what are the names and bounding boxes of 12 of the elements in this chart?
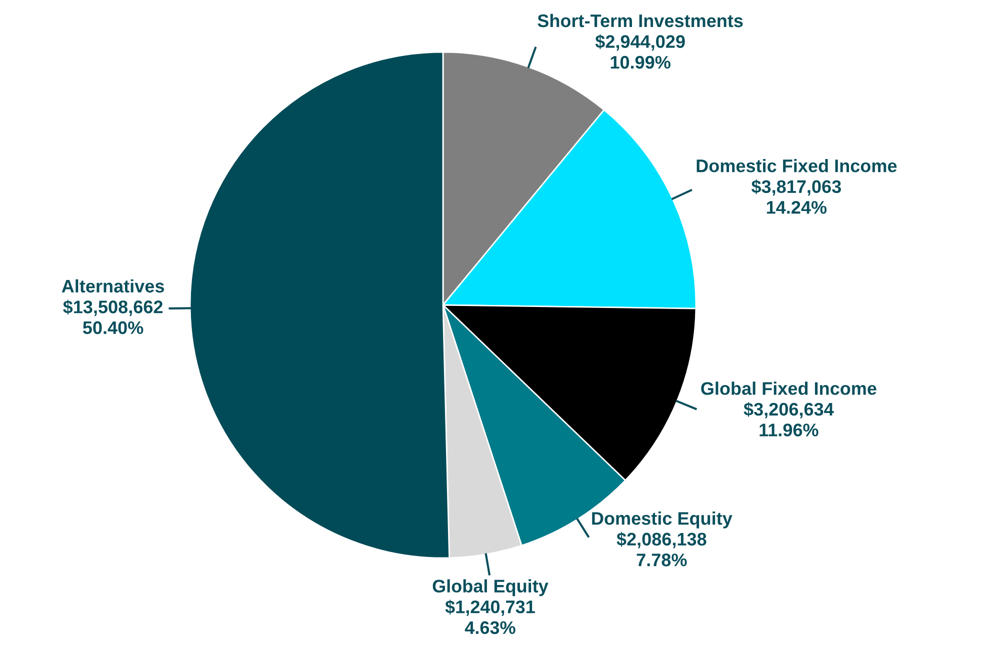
slice-label: Global Equity (432, 579, 548, 596)
data-label: $1,240,731 4.63% (445, 600, 535, 634)
data-label: $3,206,634 11.96% (744, 402, 834, 436)
slice-label: Global Fixed Income (701, 382, 876, 395)
data-label: $2,944,029 10.99% (595, 34, 685, 69)
data-label: $13,508,662 50.40% (63, 300, 163, 334)
slice-label: Alternatives (62, 279, 164, 293)
slice-label: Domestic Equity (592, 512, 732, 528)
data-label: $3,817,063 14.24% (751, 179, 841, 214)
data-label: $2,086,138 7.78% (616, 532, 706, 566)
slice-label: Domestic Fixed Income (696, 158, 897, 172)
slice-label: Short-Term Investments (538, 14, 743, 28)
